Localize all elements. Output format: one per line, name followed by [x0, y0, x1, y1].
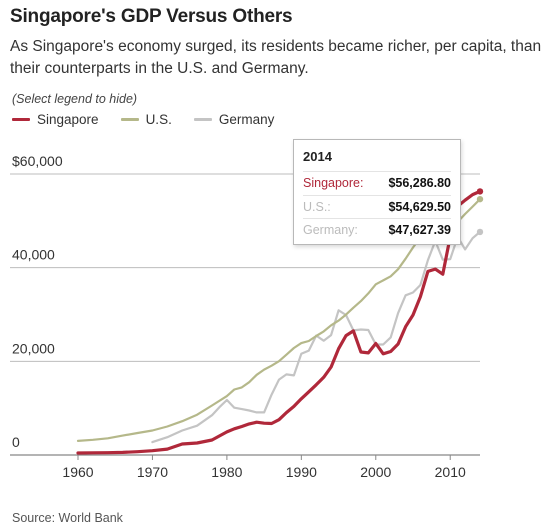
legend-swatch-us: [120, 118, 139, 121]
legend-hint: (Select legend to hide): [12, 92, 138, 106]
series-line-germany: [151, 230, 482, 444]
legend-label-singapore: Singapore: [37, 112, 99, 127]
tooltip-label-germany: Germany:: [303, 223, 358, 237]
x-tick-label: 1980: [211, 464, 242, 480]
legend-item-germany[interactable]: Germany: [193, 112, 275, 127]
y-tick-label: 0: [12, 434, 20, 450]
legend-label-germany: Germany: [218, 112, 275, 127]
legend: Singapore U.S. Germany: [12, 112, 274, 127]
x-tick-label: 2000: [360, 464, 391, 480]
legend-swatch-singapore: [12, 118, 30, 121]
source-note: Source: World Bank: [12, 511, 123, 525]
tooltip-value-us: $54,629.50: [388, 200, 451, 214]
tooltip-label-us: U.S.:: [303, 200, 331, 214]
x-tick-label: 1960: [62, 464, 93, 480]
series-line-singapore: [76, 189, 482, 455]
x-tick-label: 1990: [286, 464, 317, 480]
tooltip-row-us: U.S.: $54,629.50: [303, 195, 451, 218]
tooltip-row-singapore: Singapore: $56,286.80: [303, 171, 451, 194]
chart-subtitle: As Singapore's economy surged, its resid…: [10, 38, 542, 77]
hover-point-us: [476, 195, 484, 203]
tooltip: 2014 Singapore: $56,286.80 U.S.: $54,629…: [293, 139, 461, 245]
hover-point-singapore: [476, 188, 484, 195]
tooltip-row-germany: Germany: $47,627.39: [303, 218, 451, 241]
legend-swatch-germany: [193, 118, 212, 121]
legend-item-us[interactable]: U.S.: [120, 112, 172, 127]
tooltip-year: 2014: [303, 149, 332, 164]
x-tick-label: 2010: [435, 464, 466, 480]
x-tick-label: 1970: [137, 464, 168, 480]
y-tick-label: 40,000: [12, 247, 55, 263]
y-tick-label: $60,000: [12, 153, 63, 169]
tooltip-label-singapore: Singapore:: [303, 176, 364, 190]
y-tick-label: 20,000: [12, 340, 55, 356]
hover-point-germany: [476, 228, 484, 236]
tooltip-value-germany: $47,627.39: [388, 223, 451, 237]
legend-label-us: U.S.: [145, 112, 172, 127]
tooltip-value-singapore: $56,286.80: [388, 176, 451, 190]
legend-item-singapore[interactable]: Singapore: [12, 112, 99, 127]
chart-title: Singapore's GDP Versus Others: [10, 6, 293, 27]
